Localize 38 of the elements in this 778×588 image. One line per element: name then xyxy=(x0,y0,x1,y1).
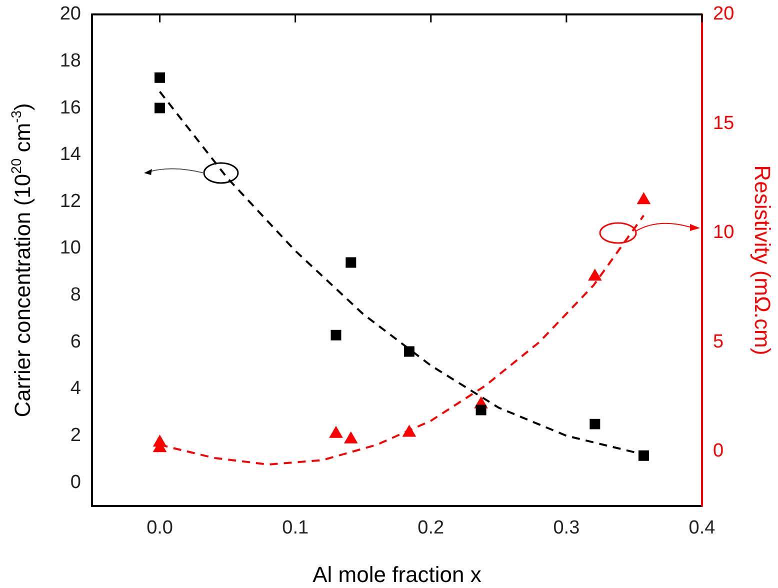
y-axis-title: Carrier concentration (1020 cm-3) xyxy=(8,103,35,418)
y-tick-label: 2 xyxy=(70,425,81,446)
point xyxy=(330,426,342,438)
y2-axis-title: Resistivity (mΩ.cm) xyxy=(750,165,775,356)
x-tick-label: 0.3 xyxy=(553,518,580,539)
x-tick-label: 0.1 xyxy=(282,518,309,539)
point xyxy=(344,432,358,444)
point xyxy=(154,436,166,447)
y2-tick-label: 15 xyxy=(713,112,734,134)
y2-tick-label: 5 xyxy=(713,331,724,352)
y-tick-label: 8 xyxy=(70,284,81,306)
y-tick-label: 20 xyxy=(60,4,81,25)
y-tick-label: 14 xyxy=(60,144,82,166)
y-tick-label: 16 xyxy=(60,97,81,118)
point xyxy=(404,346,414,357)
y-tick-label: 0 xyxy=(70,472,81,493)
point xyxy=(346,257,356,268)
x-tick-label: 0.4 xyxy=(688,518,716,539)
y-tick-label: 18 xyxy=(60,50,81,72)
point xyxy=(476,404,486,416)
y-tick-label: 6 xyxy=(70,331,81,352)
point xyxy=(154,72,166,83)
y2-tick-label: 20 xyxy=(713,4,734,25)
point xyxy=(638,193,650,204)
point xyxy=(403,426,416,437)
y2-tick-label: 0 xyxy=(713,440,724,462)
x-tick-label: 0.0 xyxy=(146,518,173,539)
x-axis-title: Al mole fraction x xyxy=(312,562,482,587)
x-tick-label: 0.2 xyxy=(418,518,444,539)
point xyxy=(154,102,166,114)
y-tick-label: 10 xyxy=(60,238,81,259)
y-tick-label: 4 xyxy=(70,378,82,400)
point xyxy=(588,270,602,281)
y2-tick-label: 10 xyxy=(713,222,734,244)
point xyxy=(330,330,342,340)
y-tick-label: 12 xyxy=(60,190,81,212)
point xyxy=(590,418,600,430)
point xyxy=(638,450,649,461)
